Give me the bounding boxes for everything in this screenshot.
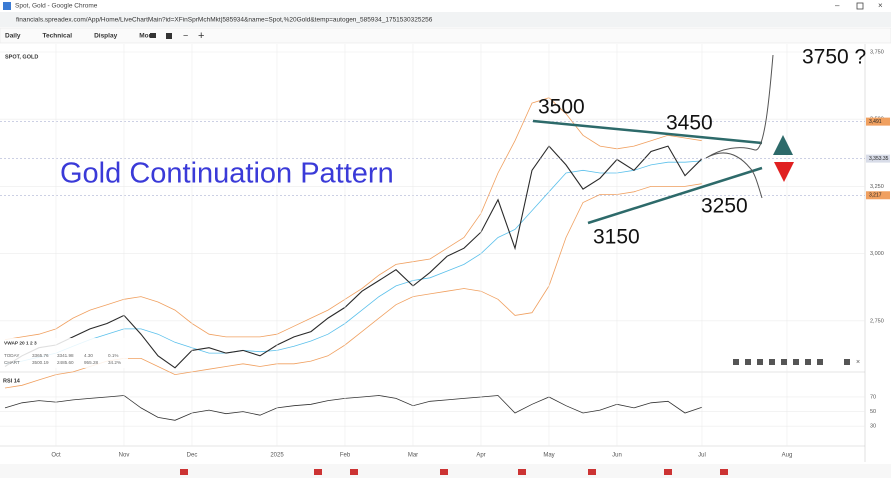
close-button[interactable]: × xyxy=(878,1,883,10)
resistance-line xyxy=(532,119,763,145)
y-tick-label: 3,250 xyxy=(870,184,884,190)
info-cell: 3341.98 xyxy=(57,353,74,358)
x-tick-label: Nov xyxy=(119,453,130,459)
y-tick-label: 3,000 xyxy=(870,251,884,257)
price-marker xyxy=(866,191,890,200)
tool-icon[interactable] xyxy=(733,359,739,365)
open-icon[interactable] xyxy=(150,33,156,38)
price-marker xyxy=(866,117,890,126)
event-flags xyxy=(180,469,728,475)
annotation-label: 3250 xyxy=(701,195,748,218)
tool-icon[interactable] xyxy=(793,359,799,365)
annotation-label: 3750 ? xyxy=(802,46,866,69)
event-flag[interactable] xyxy=(350,469,358,475)
event-flag[interactable] xyxy=(720,469,728,475)
x-tick-label: May xyxy=(543,453,554,459)
price-marker xyxy=(866,154,890,163)
plot-group: 2,7503,0003,2503,5003,7503,4913,353.353,… xyxy=(0,44,890,459)
info-box: VWAP 20 1 2 3 TODAY 3365.76 3341.98 4.30 0.1%… xyxy=(3,338,128,368)
price-marker-label: 3,353.35 xyxy=(869,156,889,162)
minus-button[interactable]: − xyxy=(183,30,188,40)
x-tick-label: Apr xyxy=(476,453,485,459)
x-tick-label: Oct xyxy=(51,453,61,459)
tool-icon[interactable] xyxy=(769,359,775,365)
maximize-button[interactable] xyxy=(856,2,864,10)
x-tick-label: Jun xyxy=(612,453,622,459)
x-tick-label: Aug xyxy=(782,453,793,459)
up-arrow xyxy=(773,135,793,155)
x-tick-label: Feb xyxy=(340,453,351,459)
info-box-bg xyxy=(3,338,128,368)
close-tools[interactable]: × xyxy=(856,359,860,366)
info-cell: TODAY xyxy=(4,353,19,358)
toolbar-menu[interactable]: Display xyxy=(94,33,118,40)
y-tick-label: 3,750 xyxy=(870,49,884,55)
info-cell: 3500.19 xyxy=(32,360,49,365)
tool-icon[interactable] xyxy=(817,359,823,365)
event-flag[interactable] xyxy=(314,469,322,475)
annotation-label: 3150 xyxy=(593,226,640,249)
headline: Gold Continuation Pattern xyxy=(60,158,394,190)
y-tick-label: 50 xyxy=(870,409,876,415)
info-title: VWAP 20 1 2 3 xyxy=(4,340,37,346)
y-tick-label: 2,750 xyxy=(870,318,884,324)
app-icon xyxy=(3,2,11,10)
toolbar-menu[interactable]: Daily xyxy=(5,33,21,40)
tool-icon[interactable] xyxy=(805,359,811,365)
event-flag[interactable] xyxy=(440,469,448,475)
tool-icon[interactable] xyxy=(781,359,787,365)
support-line xyxy=(587,166,763,225)
title-bar xyxy=(0,0,891,12)
chart-toolbar xyxy=(0,27,891,44)
series-line xyxy=(4,160,703,365)
annotation-label: 3500 xyxy=(538,96,585,119)
series-line xyxy=(4,395,703,421)
address-bar[interactable] xyxy=(0,12,891,27)
y-tick-label: 70 xyxy=(870,394,876,400)
x-tick-label: Jul xyxy=(698,453,706,459)
save-icon[interactable] xyxy=(166,33,172,39)
x-tick-label: Dec xyxy=(187,453,198,459)
down-arrow xyxy=(774,162,794,182)
info-cell: 4.30 xyxy=(84,353,93,358)
x-tick-label: 2025 xyxy=(270,453,284,459)
tool-icon[interactable] xyxy=(844,359,850,365)
info-cell: 34.2% xyxy=(108,360,121,365)
event-flag[interactable] xyxy=(180,469,188,475)
projection-up xyxy=(705,54,774,159)
x-tick-label: Mar xyxy=(408,453,418,459)
info-cell: 2485.60 xyxy=(57,360,74,365)
url[interactable]: financials.spreadex.com/App/Home/LiveCha… xyxy=(16,17,433,24)
projection-down xyxy=(705,152,763,199)
drawing-tools: × xyxy=(733,359,860,366)
event-flag[interactable] xyxy=(588,469,596,475)
event-flag[interactable] xyxy=(664,469,672,475)
info-cell: 3365.76 xyxy=(32,353,49,358)
event-flag[interactable] xyxy=(518,469,526,475)
minimize-button[interactable]: – xyxy=(835,1,840,10)
tool-icon[interactable] xyxy=(757,359,763,365)
series-line xyxy=(4,145,703,369)
info-cell: CHART xyxy=(4,360,20,365)
plus-button[interactable]: + xyxy=(198,30,204,42)
series-line xyxy=(4,97,703,340)
info-cell: 955.28 xyxy=(84,360,98,365)
toolbar-menu[interactable]: More xyxy=(139,33,155,40)
window-title: Spot, Gold - Google Chrome xyxy=(15,3,98,10)
tool-icon[interactable] xyxy=(745,359,751,365)
rsi-title: RSI 14 xyxy=(3,378,21,384)
toolbar-menu[interactable]: Technical xyxy=(43,33,73,40)
chart-title: SPOT, GOLD xyxy=(5,54,38,60)
price-marker-label: 3,491 xyxy=(869,119,882,125)
y-tick-label: 30 xyxy=(870,424,876,430)
annotation-label: 3450 xyxy=(666,112,713,135)
toolbar-group: Daily Technical Display More xyxy=(5,33,155,40)
price-marker-label: 3,217 xyxy=(869,193,882,199)
info-cell: 0.1% xyxy=(108,353,118,358)
